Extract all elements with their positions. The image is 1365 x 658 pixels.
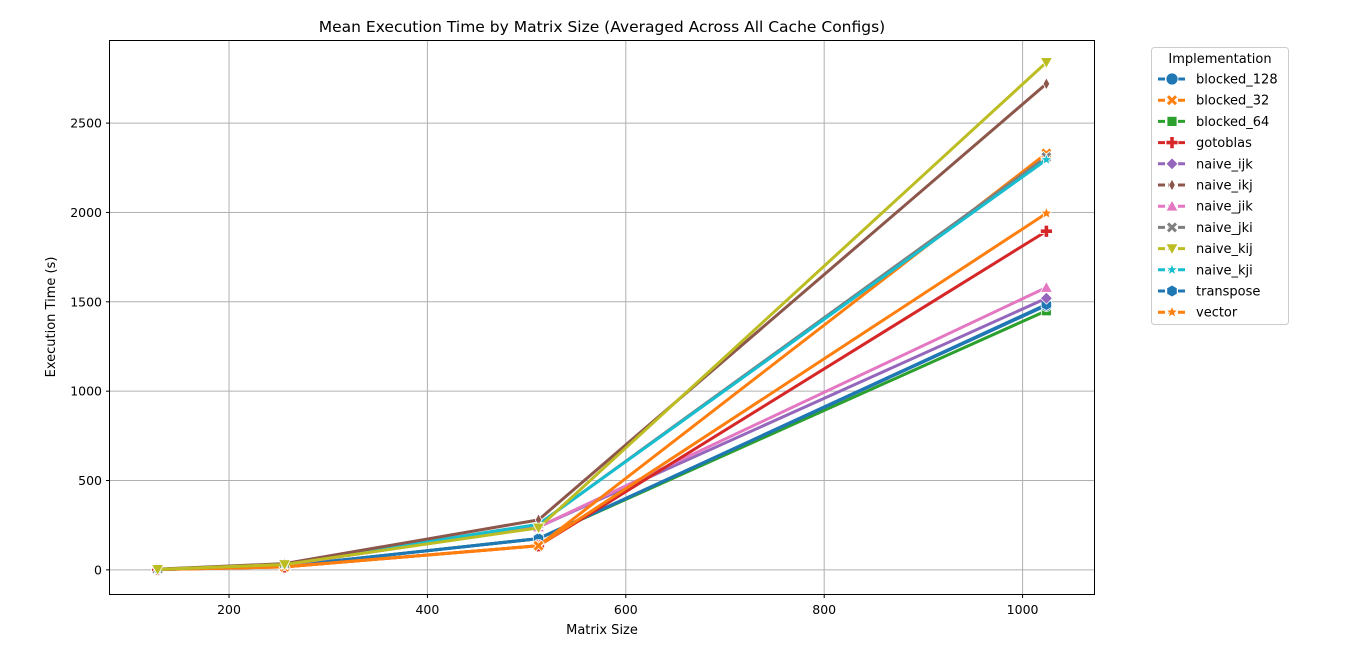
y-tick-label: 500 — [78, 473, 102, 488]
legend-label: blocked_32 — [1196, 94, 1269, 109]
legend-marker — [1166, 284, 1178, 298]
legend-label: naive_kji — [1196, 263, 1253, 278]
y-axis-label: Execution Time (s) — [44, 257, 59, 378]
legend-item-gotoblas: gotoblas — [1158, 136, 1252, 151]
legend-item-vector: vector — [1158, 305, 1238, 321]
y-tick-label: 1500 — [70, 294, 102, 309]
legend-item-naive_kji: naive_kji — [1158, 262, 1253, 278]
legend-item-blocked_32: blocked_32 — [1158, 94, 1269, 109]
data-point-naive_ikj — [1042, 76, 1051, 91]
legend-item-naive_ijk: naive_ijk — [1158, 157, 1253, 172]
legend-item-naive_ikj: naive_ikj — [1158, 178, 1253, 194]
legend-label: blocked_64 — [1196, 115, 1269, 130]
legend-frame — [1151, 47, 1289, 325]
chart-title: Mean Execution Time by Matrix Size (Aver… — [319, 18, 885, 36]
legend-marker — [1168, 178, 1176, 192]
legend-marker — [1165, 305, 1179, 318]
x-tick-label: 800 — [812, 602, 836, 617]
legend-label: naive_jki — [1196, 221, 1253, 236]
legend-item-naive_kij: naive_kij — [1158, 242, 1253, 257]
data-point-naive_kji — [1039, 152, 1054, 166]
legend-label: vector — [1196, 306, 1238, 321]
y-tick-label: 0 — [94, 562, 102, 577]
legend-marker — [1165, 221, 1179, 234]
legend-title: Implementation — [1168, 52, 1271, 67]
data-point-naive_kij — [1039, 57, 1054, 70]
series-line-naive_kij — [156, 60, 1048, 571]
x-tick-label: 1000 — [1007, 602, 1039, 617]
legend-label: naive_kij — [1196, 242, 1253, 257]
legend-label: blocked_128 — [1196, 73, 1278, 88]
ticks: 200 400 600 800 1000 0 500 1000 1500 2000 2500 — [70, 116, 1038, 617]
legend-label: naive_ijk — [1196, 157, 1253, 172]
legend-marker — [1165, 94, 1179, 107]
x-tick-label: 600 — [614, 602, 638, 617]
legend-marker — [1165, 136, 1179, 150]
legend-label: naive_jik — [1196, 200, 1253, 215]
x-tick-label: 400 — [415, 602, 439, 617]
series-layer — [150, 57, 1054, 577]
x-axis-label: Matrix Size — [566, 623, 638, 638]
data-point-vector — [1039, 206, 1054, 220]
legend-marker — [1165, 262, 1179, 276]
y-tick-label: 2000 — [70, 205, 102, 220]
legend-marker — [1165, 157, 1179, 171]
y-tick-label: 1000 — [70, 384, 102, 399]
legend: Implementation blocked_128 blocked_32bloc… — [1151, 47, 1289, 325]
legend-marker — [1165, 243, 1179, 256]
legend-label: transpose — [1196, 285, 1260, 300]
legend-label: gotoblas — [1196, 136, 1252, 151]
legend-item-naive_jik: naive_jik — [1158, 199, 1253, 215]
legend-item-blocked_64: blocked_64 — [1158, 115, 1269, 130]
data-point-blocked_32 — [532, 539, 545, 552]
legend-marker — [1165, 199, 1179, 212]
data-point-naive_kij — [150, 564, 165, 577]
data-point-naive_jik — [1039, 280, 1054, 293]
legend-item-blocked_128: blocked_128 — [1158, 73, 1278, 88]
plot-frame — [109, 40, 1095, 595]
legend-marker — [1166, 116, 1178, 127]
data-point-naive_ijk — [1039, 291, 1053, 305]
data-point-gotoblas — [1039, 224, 1053, 238]
legend-item-naive_jki: naive_jki — [1158, 221, 1253, 236]
data-point-naive_kij — [531, 522, 546, 535]
series-naive_kij — [150, 57, 1054, 577]
data-point-naive_kij — [277, 559, 292, 572]
x-tick-label: 200 — [217, 602, 241, 617]
legend-item-transpose: transpose — [1158, 285, 1260, 300]
grid — [110, 40, 1094, 594]
legend-marker — [1165, 72, 1179, 86]
y-tick-label: 2500 — [70, 116, 102, 131]
legend-label: naive_ikj — [1196, 179, 1253, 194]
